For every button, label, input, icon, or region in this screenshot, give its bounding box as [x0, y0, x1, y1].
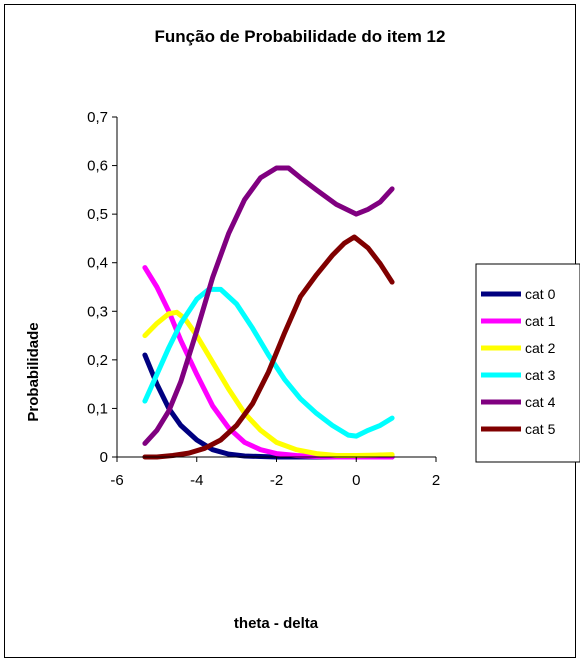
x-tick-label: -4 [190, 472, 203, 489]
legend-label-cat-1: cat 1 [525, 313, 556, 329]
plot-area: 0 0,1 0,2 0,3 0,4 0,5 0,6 0,7 -6 -4 -2 0 2 [87, 109, 440, 489]
x-axis-title: theta - delta [234, 615, 319, 632]
legend-items: cat 0 cat 1 cat 2 cat 3 cat 4 cat 5 [481, 286, 556, 437]
x-tick-label: -6 [110, 472, 123, 489]
series-line-cat-3 [142, 286, 395, 439]
x-tick-label: 2 [432, 472, 440, 489]
x-tick-label: 0 [352, 472, 360, 489]
y-axis-ticks: 0 0,1 0,2 0,3 0,4 0,5 0,6 0,7 [87, 109, 117, 466]
series-layer [142, 165, 395, 460]
y-tick-label: 0,6 [87, 158, 108, 175]
legend-label-cat-2: cat 2 [525, 340, 556, 356]
y-tick-label: 0,3 [87, 303, 108, 320]
x-tick-label: -2 [270, 472, 283, 489]
legend-label-cat-3: cat 3 [525, 367, 556, 383]
y-tick-label: 0,7 [87, 109, 108, 126]
y-tick-label: 0,4 [87, 255, 108, 272]
y-tick-label: 0,2 [87, 352, 108, 369]
series-line-cat-4 [142, 165, 395, 446]
y-tick-label: 0 [100, 449, 108, 466]
legend-label-cat-4: cat 4 [525, 394, 556, 410]
chart-title: Função de Probabilidade do item 12 [155, 27, 446, 46]
legend-label-cat-0: cat 0 [525, 286, 556, 302]
y-tick-label: 0,1 [87, 400, 108, 417]
legend-label-cat-5: cat 5 [525, 421, 556, 437]
x-axis-ticks: -6 -4 -2 0 2 [110, 457, 440, 489]
y-tick-label: 0,5 [87, 206, 108, 223]
series-line-cat-5 [142, 234, 395, 460]
y-axis-title: Probabilidade [25, 322, 42, 421]
legend: cat 0 cat 1 cat 2 cat 3 cat 4 cat 5 [475, 263, 580, 463]
